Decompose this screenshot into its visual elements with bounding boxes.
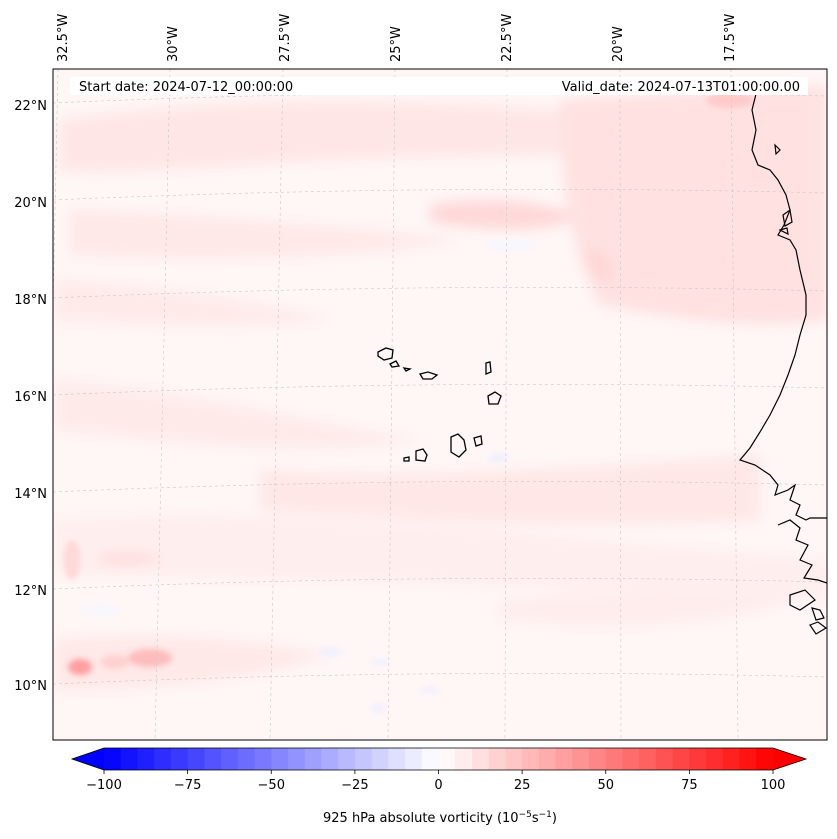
graticule — [53, 69, 827, 740]
colorbar-segment — [555, 748, 573, 770]
colorbar-segment — [655, 748, 674, 770]
lon-label: 32.5°W — [56, 14, 71, 62]
colorbar-tick-label: −50 — [258, 778, 285, 793]
colorbar-segment — [104, 748, 122, 770]
colorbar-segment — [505, 748, 523, 770]
colorbar-label: 925 hPa absolute vorticity (10−5s−1) — [323, 810, 557, 826]
lon-label: 22.5°W — [500, 14, 515, 62]
coastline — [738, 89, 827, 635]
colorbar-segment — [405, 748, 423, 770]
colorbar-segment — [488, 748, 506, 770]
cape-verde-islands — [377, 347, 502, 462]
map-frame — [52, 68, 828, 741]
colorbar-segment — [221, 748, 239, 770]
colorbar-segment — [254, 748, 272, 770]
lat-label: 10°N — [14, 679, 47, 694]
colorbar-tick-label: −25 — [341, 778, 368, 793]
colorbar-segment — [137, 748, 155, 770]
colorbar-tick-label: 0 — [434, 778, 442, 793]
colorbar-segment — [388, 748, 406, 770]
date-header-box — [70, 77, 808, 95]
colorbar-tick-label: 50 — [597, 778, 614, 793]
colorbar-tick-label: −100 — [86, 778, 122, 793]
lat-label: 20°N — [14, 196, 47, 211]
colorbar-segment — [338, 748, 356, 770]
colorbar-max-extension — [773, 748, 806, 770]
colorbar-tick-label: 75 — [681, 778, 698, 793]
lon-label: 20°W — [611, 26, 626, 62]
lat-label: 16°N — [14, 390, 47, 405]
colorbar-segment — [522, 748, 540, 770]
colorbar-segment — [672, 748, 690, 770]
lat-label: 22°N — [14, 99, 47, 114]
colorbar-tick-label: −75 — [174, 778, 201, 793]
colorbar-segment — [622, 748, 640, 770]
colorbar-segment — [371, 748, 389, 770]
lat-label: 14°N — [14, 487, 47, 502]
colorbar-segment — [354, 748, 373, 770]
longitude-labels: 32.5°W 30°W 27.5°W 25°W 22.5°W 20°W 17.5… — [56, 14, 738, 62]
lon-label: 27.5°W — [278, 14, 293, 62]
latitude-labels: 22°N 20°N 18°N 16°N 14°N 12°N 10°N — [14, 99, 47, 694]
colorbar-segment — [538, 748, 557, 770]
colorbar-min-extension — [72, 748, 104, 770]
colorbar-segment — [722, 748, 741, 770]
lat-label: 18°N — [14, 293, 47, 308]
colorbar-segments — [72, 748, 806, 770]
lon-label: 17.5°W — [723, 14, 738, 62]
colorbar-segment — [187, 748, 205, 770]
colorbar-segment — [438, 748, 456, 770]
colorbar-segment — [154, 748, 172, 770]
colorbar-segment — [237, 748, 256, 770]
colorbar-segment — [455, 748, 473, 770]
lon-label: 30°W — [166, 26, 181, 62]
colorbar-segment — [287, 748, 306, 770]
colorbar-tick-label: 100 — [761, 778, 786, 793]
lon-label: 25°W — [389, 26, 404, 62]
colorbar-segment — [170, 748, 189, 770]
colorbar-segment — [421, 748, 439, 770]
colorbar-tick-label: 25 — [514, 778, 531, 793]
colorbar-segment — [689, 748, 707, 770]
colorbar-segment — [471, 748, 490, 770]
colorbar-segment — [572, 748, 590, 770]
colorbar-segment — [321, 748, 339, 770]
colorbar-segment — [589, 748, 607, 770]
colorbar-segment — [271, 748, 289, 770]
vorticity-field — [53, 69, 827, 740]
colorbar-segment — [605, 748, 623, 770]
colorbar: −100 −75 −50 −25 0 25 50 75 100 — [70, 747, 808, 793]
colorbar-segment — [756, 748, 774, 770]
colorbar-ticks: −100 −75 −50 −25 0 25 50 75 100 — [86, 770, 785, 793]
colorbar-segment — [639, 748, 657, 770]
start-date-label: Start date: 2024-07-12_00:00:00 — [79, 80, 293, 95]
colorbar-segment — [304, 748, 322, 770]
colorbar-segment — [739, 748, 757, 770]
lat-label: 12°N — [14, 584, 47, 599]
colorbar-segment — [706, 748, 724, 770]
valid-date-label: Valid_date: 2024-07-13T01:00:00.00 — [562, 80, 800, 95]
colorbar-segment — [120, 748, 138, 770]
colorbar-segment — [204, 748, 222, 770]
